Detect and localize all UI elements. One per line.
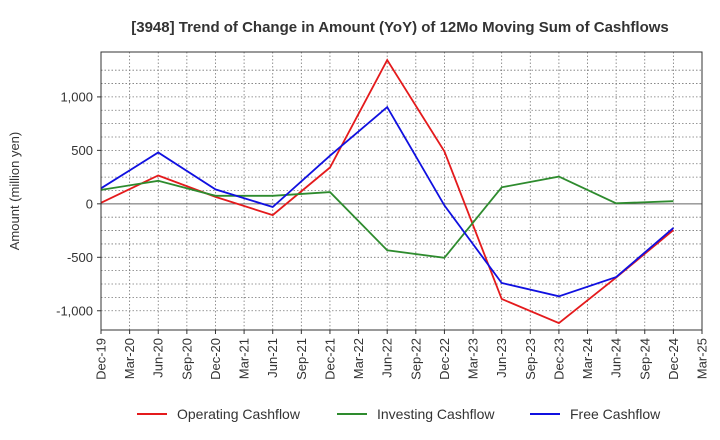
y-tick-label: 1,000 [60,89,93,104]
x-ticks: Dec-19 Mar-20 Jun-20 Sep-20 Dec-20 Mar-21 Jun-… [94,330,710,380]
x-tick-label: Mar-20 [122,338,137,379]
x-tick-label: Mar-22 [351,338,366,379]
series-line-free-cashflow [100,105,674,298]
y-tick-label: 0 [86,196,93,211]
x-tick-label: Dec-21 [322,338,337,380]
x-tick-label: Mar-24 [580,338,595,379]
grid [100,52,703,330]
x-tick-label: Dec-19 [94,338,109,380]
x-tick-label: Dec-22 [437,338,452,380]
x-tick-label: Mar-21 [237,338,252,379]
y-axis-label: Amount (million yen) [7,132,22,251]
chart-title: [3948] Trend of Change in Amount (YoY) o… [131,19,669,36]
x-tick-label: Dec-23 [551,338,566,380]
plot-frame [100,51,703,331]
series-layer [100,58,674,325]
x-tick-label: Sep-24 [637,338,652,380]
x-tick-label: Sep-23 [523,338,538,380]
x-tick-label: Sep-20 [179,338,194,380]
series-line-operating-cashflow [100,58,674,325]
x-tick-label: Dec-20 [208,338,223,380]
legend-label: Operating Cashflow [177,406,301,422]
x-tick-label: Jun-21 [265,338,280,378]
y-tick-label: 500 [71,143,93,158]
y-tick-label: -500 [67,250,93,265]
x-tick-label: Mar-23 [466,338,481,379]
x-tick-label: Sep-21 [294,338,309,380]
y-tick-label: -1,000 [56,303,93,318]
legend-label: Investing Cashflow [377,406,495,422]
x-tick-label: Jun-22 [380,338,395,378]
legend: Operating Cashflow Investing Cashflow Free… [137,406,661,422]
y-ticks: -1,000 -500 0 500 1,000 [56,89,101,318]
series-line-investing-cashflow [100,175,674,259]
x-tick-label: Jun-23 [494,338,509,378]
x-tick-label: Sep-22 [408,338,423,380]
x-tick-label: Dec-24 [666,338,681,380]
legend-label: Free Cashflow [570,406,661,422]
x-tick-label: Jun-24 [609,338,624,378]
x-tick-label: Jun-20 [151,338,166,378]
x-tick-label: Mar-25 [695,338,710,379]
